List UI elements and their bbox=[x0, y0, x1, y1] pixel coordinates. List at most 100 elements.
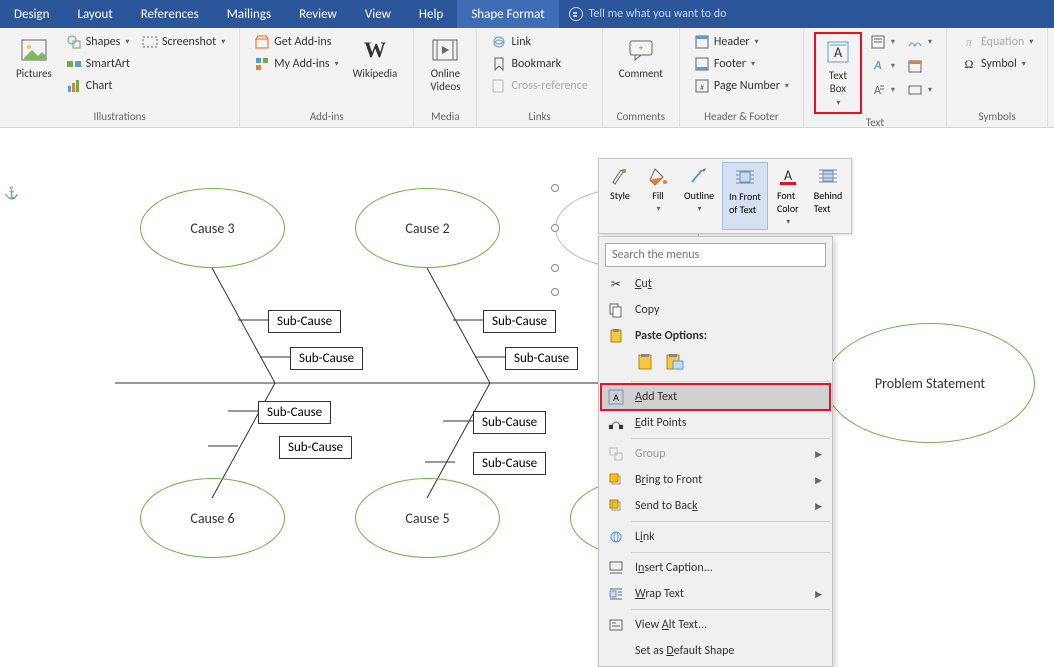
tab-shape-format[interactable]: Shape Format bbox=[457, 0, 558, 28]
pictures-icon bbox=[20, 36, 48, 64]
screenshot-icon bbox=[142, 34, 158, 50]
get-addins-label: Get Add-ins bbox=[274, 35, 331, 49]
tab-references[interactable]: References bbox=[127, 0, 213, 28]
ctx-edit-points[interactable]: Edit Points bbox=[601, 410, 830, 436]
page-number-button[interactable]: #Page Number▾ bbox=[690, 76, 793, 96]
pagenum-icon: # bbox=[694, 78, 710, 94]
cause-3-shape[interactable]: Cause 3 bbox=[140, 188, 285, 268]
fill-icon bbox=[646, 165, 670, 187]
chart-button[interactable]: Chart bbox=[62, 76, 134, 96]
addtext-icon: A bbox=[607, 388, 625, 406]
subcause-box[interactable]: Sub-Cause bbox=[268, 310, 341, 333]
ctx-insert-caption[interactable]: Insert Caption... bbox=[601, 555, 830, 581]
mini-toolbar: Style Fill▾ Outline▾ In Front of Text A … bbox=[598, 158, 852, 234]
ctx-add-text[interactable]: AAdd Text bbox=[601, 384, 830, 410]
subcause-box[interactable]: Sub-Cause bbox=[505, 347, 578, 370]
paste-options-row bbox=[601, 349, 830, 379]
ctx-send-back[interactable]: Send to Back▶ bbox=[601, 493, 830, 519]
link-icon bbox=[491, 34, 507, 50]
link-button[interactable]: Link bbox=[487, 32, 591, 52]
smartart-button[interactable]: SmartArt bbox=[62, 54, 134, 74]
symbol-button[interactable]: ΩSymbol▾ bbox=[957, 54, 1037, 74]
fill-button[interactable]: Fill▾ bbox=[640, 162, 676, 230]
object-button[interactable]: ▾ bbox=[903, 80, 936, 100]
tell-me-search[interactable]: Tell me what you want to do bbox=[569, 0, 727, 28]
selection-handle[interactable] bbox=[551, 288, 559, 296]
tab-review[interactable]: Review bbox=[285, 0, 351, 28]
bookmark-button[interactable]: Bookmark bbox=[487, 54, 591, 74]
outline-button[interactable]: Outline▾ bbox=[678, 162, 720, 230]
fontcolor-button[interactable]: A Font Color▾ bbox=[770, 162, 806, 230]
group-header-footer: Header▾ Footer▾ #Page Number▾ Header & F… bbox=[680, 28, 804, 127]
selection-handle[interactable] bbox=[551, 184, 559, 192]
cause-5-shape[interactable]: Cause 5 bbox=[355, 478, 500, 558]
ctx-bring-front[interactable]: Bring to Front▶ bbox=[601, 467, 830, 493]
pictures-button[interactable]: Pictures bbox=[10, 32, 58, 84]
tab-help[interactable]: Help bbox=[405, 0, 457, 28]
menu-search-input[interactable] bbox=[605, 243, 826, 267]
copy-icon bbox=[607, 301, 625, 319]
tab-design[interactable]: Design bbox=[0, 0, 63, 28]
datetime-button[interactable] bbox=[903, 56, 936, 76]
chart-icon bbox=[66, 78, 82, 94]
group-comments: + Comment Comments bbox=[603, 28, 680, 127]
online-videos-button[interactable]: Online Videos bbox=[424, 32, 466, 97]
online-videos-label: Online Videos bbox=[430, 67, 460, 93]
infront-icon bbox=[733, 166, 757, 188]
wordart-icon: A bbox=[870, 58, 886, 74]
tab-mailings[interactable]: Mailings bbox=[213, 0, 285, 28]
cause-2-shape[interactable]: Cause 2 bbox=[355, 188, 500, 268]
wordart-button[interactable]: A▾ bbox=[866, 56, 899, 76]
signature-button[interactable]: ▾ bbox=[903, 32, 936, 52]
shapes-icon bbox=[66, 34, 82, 50]
infront-button[interactable]: In Front of Text bbox=[722, 162, 768, 230]
get-addins-button[interactable]: Get Add-ins bbox=[250, 32, 342, 52]
smartart-label: SmartArt bbox=[86, 57, 130, 71]
paste-option-1[interactable] bbox=[635, 351, 659, 375]
behind-button[interactable]: Behind Text bbox=[808, 162, 848, 230]
subcause-box[interactable]: Sub-Cause bbox=[290, 347, 363, 370]
editpoints-icon bbox=[607, 414, 625, 432]
subcause-box[interactable]: Sub-Cause bbox=[473, 411, 546, 434]
header-button[interactable]: Header▾ bbox=[690, 32, 793, 52]
ctx-copy[interactable]: Copy bbox=[601, 297, 830, 323]
page-number-label: Page Number bbox=[714, 79, 780, 93]
subcause-box[interactable]: Sub-Cause bbox=[258, 401, 331, 424]
screenshot-button[interactable]: Screenshot▾ bbox=[138, 32, 229, 52]
subcause-box[interactable]: Sub-Cause bbox=[279, 436, 352, 459]
tab-view[interactable]: View bbox=[351, 0, 405, 28]
quickparts-button[interactable]: ▾ bbox=[866, 32, 899, 52]
ctx-view-alt-text[interactable]: View Alt Text... bbox=[601, 612, 830, 638]
comment-button[interactable]: + Comment bbox=[613, 32, 669, 84]
style-button[interactable]: Style bbox=[602, 162, 638, 230]
document-canvas[interactable]: ⚓ Cause 3 Cause 2 Cause 6 Cause 5 Proble… bbox=[0, 128, 1054, 617]
ctx-link[interactable]: Link bbox=[601, 524, 830, 550]
footer-button[interactable]: Footer▾ bbox=[690, 54, 793, 74]
cause-6-shape[interactable]: Cause 6 bbox=[140, 478, 285, 558]
ctx-cut[interactable]: ✂Cut bbox=[601, 271, 830, 297]
wikipedia-button[interactable]: W Wikipedia bbox=[347, 32, 404, 84]
selection-handle[interactable] bbox=[551, 264, 559, 272]
subcause-box[interactable]: Sub-Cause bbox=[483, 310, 556, 333]
lightbulb-icon bbox=[569, 7, 583, 21]
tab-layout[interactable]: Layout bbox=[63, 0, 126, 28]
ctx-wrap-text[interactable]: Wrap Text▶ bbox=[601, 581, 830, 607]
subcause-box[interactable]: Sub-Cause bbox=[473, 452, 546, 475]
selection-handle[interactable] bbox=[551, 224, 559, 232]
textbox-icon: A bbox=[824, 38, 852, 66]
caption-icon bbox=[607, 559, 625, 577]
dropcap-button[interactable]: A▾ bbox=[866, 80, 899, 100]
ctx-set-default[interactable]: Set as Default Shape bbox=[601, 638, 830, 664]
fontcolor-icon: A bbox=[776, 165, 800, 187]
group-links: Link Bookmark Cross-reference Links bbox=[477, 28, 602, 127]
paste-option-2[interactable] bbox=[663, 351, 687, 375]
header-label: Header bbox=[714, 35, 750, 49]
textbox-button[interactable]: A Text Box▾ bbox=[814, 32, 862, 114]
group-symbols: πEquation▾ ΩSymbol▾ Symbols bbox=[947, 28, 1048, 127]
shapes-button[interactable]: Shapes▾ bbox=[62, 32, 134, 52]
ribbon: Pictures Shapes▾ SmartArt Chart Screensh… bbox=[0, 28, 1054, 128]
link-ctx-icon bbox=[607, 528, 625, 546]
problem-statement-shape[interactable]: Problem Statement bbox=[825, 323, 1035, 443]
my-addins-button[interactable]: My Add-ins▾ bbox=[250, 54, 342, 74]
quickparts-icon bbox=[870, 34, 886, 50]
